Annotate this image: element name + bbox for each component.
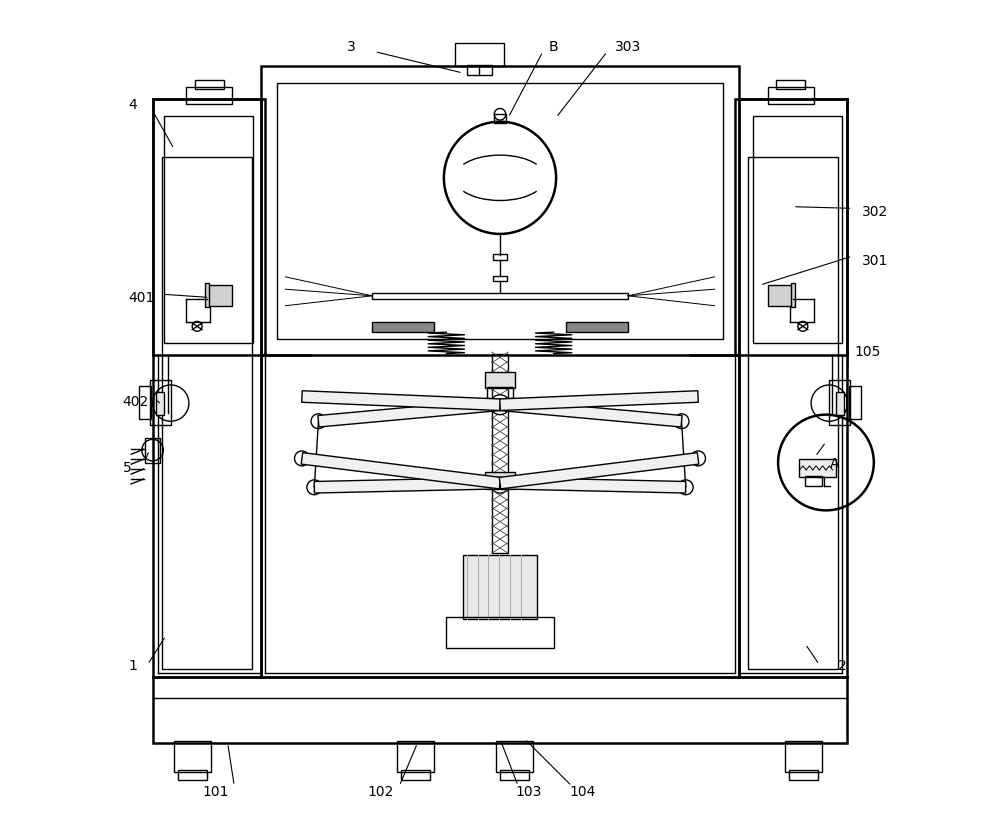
Bar (164, 117, 253, 343)
Bar (446, 617, 554, 648)
Bar (768, 286, 793, 306)
Bar (207, 286, 232, 306)
Circle shape (295, 452, 309, 466)
Bar (485, 372, 515, 389)
Polygon shape (499, 399, 682, 428)
Bar (492, 484, 508, 553)
Bar (785, 741, 822, 772)
Bar (178, 771, 207, 781)
Bar (261, 67, 739, 356)
Bar (500, 771, 529, 781)
Bar (494, 115, 506, 123)
Bar (735, 100, 847, 356)
Bar (789, 771, 818, 781)
Polygon shape (314, 478, 500, 494)
Bar (277, 84, 723, 339)
Bar (205, 284, 209, 308)
Text: 301: 301 (862, 254, 889, 268)
Text: 101: 101 (202, 784, 229, 798)
Polygon shape (499, 453, 699, 490)
Text: 302: 302 (862, 204, 889, 218)
Bar (150, 380, 171, 426)
Bar (195, 81, 224, 89)
Bar (397, 741, 434, 772)
Bar (485, 473, 515, 490)
Text: 105: 105 (854, 345, 880, 359)
Bar (776, 81, 805, 89)
Bar (372, 293, 628, 299)
Bar (463, 555, 537, 619)
Bar (186, 88, 232, 104)
Polygon shape (318, 399, 501, 428)
Polygon shape (301, 453, 501, 490)
Bar (836, 392, 844, 415)
Bar (753, 117, 842, 343)
Bar (799, 460, 836, 478)
Text: 303: 303 (615, 40, 641, 54)
Circle shape (311, 414, 326, 429)
Bar (748, 158, 838, 669)
Bar (493, 255, 507, 261)
Bar (493, 277, 507, 282)
Bar (566, 323, 628, 332)
Text: 402: 402 (122, 394, 148, 409)
Bar (455, 45, 504, 67)
Text: 1: 1 (128, 658, 137, 672)
Text: 102: 102 (367, 784, 394, 798)
Bar (849, 386, 861, 419)
Text: B: B (549, 40, 558, 54)
Text: 5: 5 (123, 460, 131, 474)
Text: A: A (829, 456, 839, 470)
Circle shape (307, 480, 322, 495)
Text: 103: 103 (516, 784, 542, 798)
Bar (492, 354, 508, 484)
Bar (139, 386, 151, 419)
Bar (145, 438, 160, 463)
Bar (791, 284, 795, 308)
Bar (372, 323, 434, 332)
Circle shape (490, 474, 510, 494)
Bar (768, 88, 814, 104)
Bar (174, 741, 211, 772)
Bar (156, 392, 164, 415)
Bar (496, 741, 533, 772)
Circle shape (691, 452, 705, 466)
Text: 104: 104 (569, 784, 596, 798)
Bar (162, 158, 252, 669)
Text: 401: 401 (128, 291, 154, 305)
Bar (467, 65, 492, 75)
Bar (805, 476, 822, 486)
Bar (829, 380, 850, 426)
Bar (487, 387, 513, 399)
Circle shape (490, 395, 510, 415)
Circle shape (674, 414, 689, 429)
Text: 2: 2 (838, 658, 847, 672)
Bar (401, 771, 430, 781)
Polygon shape (302, 391, 500, 411)
Bar (153, 100, 265, 356)
Text: 3: 3 (347, 40, 356, 54)
Bar (153, 677, 847, 743)
Circle shape (678, 480, 693, 495)
Polygon shape (500, 391, 698, 411)
Text: 4: 4 (128, 98, 137, 112)
Polygon shape (500, 478, 686, 494)
